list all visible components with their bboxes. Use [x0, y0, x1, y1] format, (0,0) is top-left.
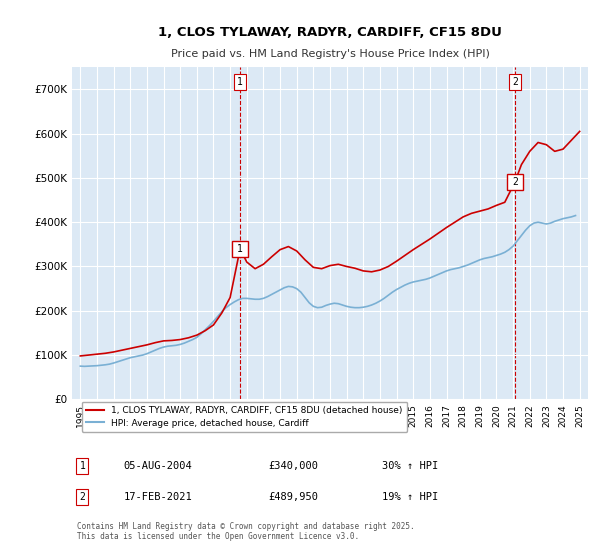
Text: 1: 1: [237, 77, 243, 87]
Text: 1: 1: [237, 244, 243, 254]
Text: 2: 2: [79, 492, 85, 502]
Legend: 1, CLOS TYLAWAY, RADYR, CARDIFF, CF15 8DU (detached house), HPI: Average price, : 1, CLOS TYLAWAY, RADYR, CARDIFF, CF15 8D…: [82, 402, 407, 432]
Text: 2: 2: [512, 77, 518, 87]
Text: Price paid vs. HM Land Registry's House Price Index (HPI): Price paid vs. HM Land Registry's House …: [170, 49, 490, 59]
Text: 05-AUG-2004: 05-AUG-2004: [124, 461, 193, 472]
Text: 19% ↑ HPI: 19% ↑ HPI: [382, 492, 438, 502]
Text: Contains HM Land Registry data © Crown copyright and database right 2025.
This d: Contains HM Land Registry data © Crown c…: [77, 522, 415, 542]
Text: 2: 2: [512, 178, 518, 188]
Text: £340,000: £340,000: [268, 461, 318, 472]
Text: 30% ↑ HPI: 30% ↑ HPI: [382, 461, 438, 472]
Text: 1: 1: [79, 461, 85, 472]
Text: 17-FEB-2021: 17-FEB-2021: [124, 492, 193, 502]
Text: £489,950: £489,950: [268, 492, 318, 502]
Text: 1, CLOS TYLAWAY, RADYR, CARDIFF, CF15 8DU: 1, CLOS TYLAWAY, RADYR, CARDIFF, CF15 8D…: [158, 26, 502, 39]
